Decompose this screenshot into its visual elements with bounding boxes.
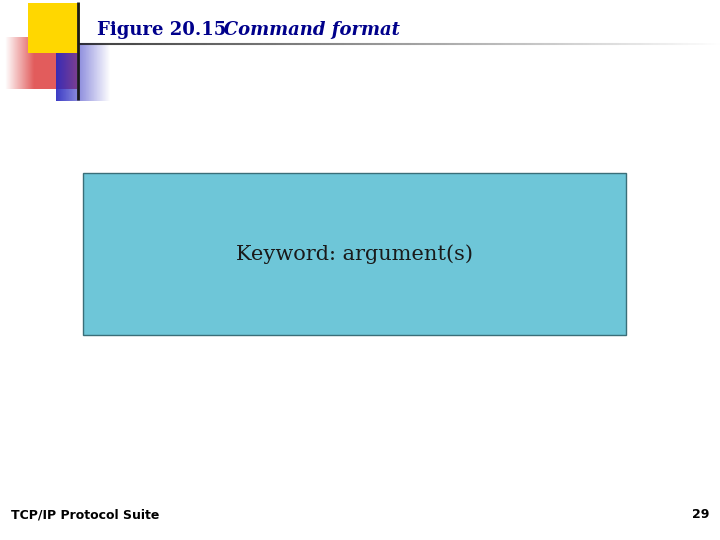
- FancyBboxPatch shape: [28, 3, 80, 53]
- Text: Command format: Command format: [205, 21, 400, 39]
- Text: 29: 29: [692, 508, 709, 521]
- Text: Figure 20.15: Figure 20.15: [97, 21, 227, 39]
- Text: TCP/IP Protocol Suite: TCP/IP Protocol Suite: [11, 508, 159, 521]
- Text: Keyword: argument(s): Keyword: argument(s): [236, 244, 473, 264]
- FancyBboxPatch shape: [83, 173, 626, 335]
